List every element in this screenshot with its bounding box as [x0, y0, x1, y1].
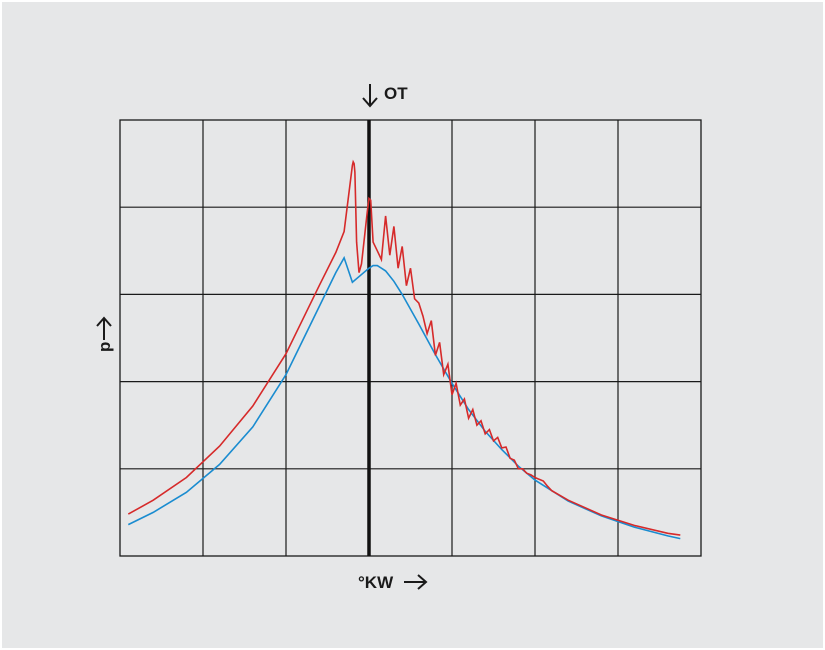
chart-grid	[119, 119, 702, 557]
plot-frame	[119, 119, 702, 557]
down-arrow-head-icon	[362, 97, 378, 108]
y-axis-label-group: p	[95, 316, 114, 352]
combustion-pressure-curve	[127, 159, 681, 536]
motored-pressure-curve	[127, 255, 681, 540]
ot-label-group: OT	[362, 84, 408, 108]
x-axis-label-group: °KW	[358, 573, 428, 592]
right-arrow-head-icon	[417, 574, 428, 590]
up-arrow-head-icon	[96, 316, 112, 327]
ot-label: OT	[384, 84, 408, 103]
y-axis-label: p	[95, 342, 114, 352]
x-axis-label: °KW	[358, 573, 394, 592]
